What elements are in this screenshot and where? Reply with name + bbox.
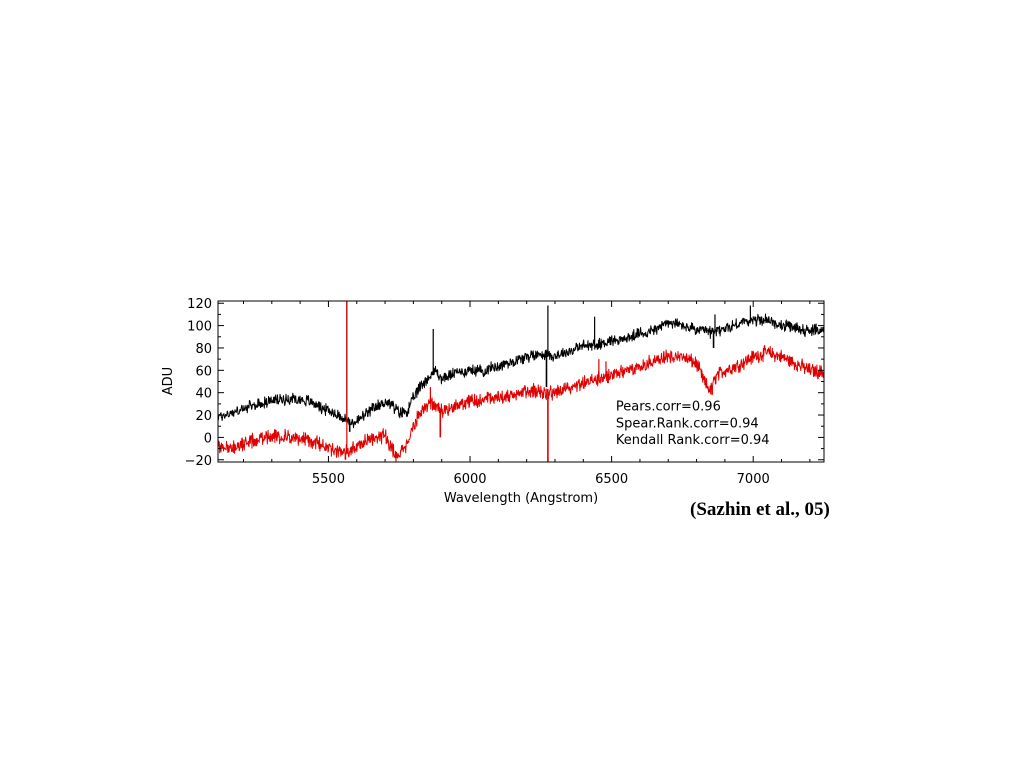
y-tick-label: 0 (204, 431, 212, 446)
axis-layer: 5500 6000 6500 7000 −20 0 20 40 60 80 100 120 (185, 297, 824, 487)
y-tick-label: 20 (195, 409, 212, 424)
annotation-background (613, 415, 789, 431)
x-tick-label: 6000 (453, 472, 486, 487)
y-tick-label: −20 (185, 454, 212, 469)
correlation-annotation: Spear.Rank.corr=0.94 (616, 416, 759, 431)
correlation-annotation: Kendall Rank.corr=0.94 (616, 433, 770, 448)
y-tick-label: 120 (187, 297, 212, 312)
x-tick-label: 5500 (312, 472, 345, 487)
y-tick-label: 60 (195, 364, 212, 379)
series-layer (217, 301, 825, 463)
x-tick-label: 6500 (595, 472, 628, 487)
annotation-background (613, 398, 789, 414)
y-tick-label: 100 (187, 320, 212, 335)
correlation-annotation: Pears.corr=0.96 (616, 400, 721, 415)
spectrum-series-line (217, 313, 825, 429)
y-axis-title: ADU (161, 367, 176, 395)
y-tick-label: 80 (195, 342, 212, 357)
y-tick-label: 40 (195, 387, 212, 402)
citation-text: (Sazhin et al., 05) (690, 499, 830, 520)
annotation-background (613, 432, 789, 448)
spectrum-series-line (217, 344, 825, 463)
x-axis-title: Wavelength (Angstrom) (444, 491, 598, 506)
x-tick-label: 7000 (737, 472, 770, 487)
